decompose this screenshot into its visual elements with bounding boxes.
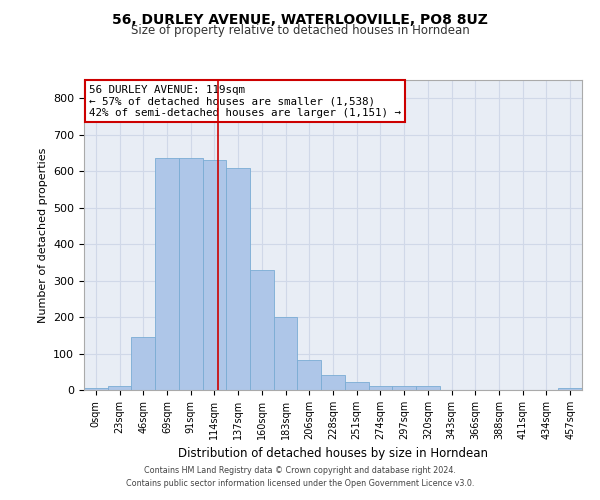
- Bar: [321, 376, 345, 390]
- Bar: [250, 270, 274, 390]
- Bar: [203, 160, 226, 390]
- Text: Contains HM Land Registry data © Crown copyright and database right 2024.
Contai: Contains HM Land Registry data © Crown c…: [126, 466, 474, 487]
- Bar: [155, 158, 179, 390]
- Bar: [558, 388, 582, 390]
- Bar: [108, 386, 131, 390]
- Bar: [416, 386, 440, 390]
- Bar: [226, 168, 250, 390]
- Text: Size of property relative to detached houses in Horndean: Size of property relative to detached ho…: [131, 24, 469, 37]
- Bar: [274, 317, 298, 390]
- Bar: [345, 382, 368, 390]
- Bar: [392, 386, 416, 390]
- Bar: [298, 360, 321, 390]
- Text: 56 DURLEY AVENUE: 119sqm
← 57% of detached houses are smaller (1,538)
42% of sem: 56 DURLEY AVENUE: 119sqm ← 57% of detach…: [89, 84, 401, 118]
- Text: 56, DURLEY AVENUE, WATERLOOVILLE, PO8 8UZ: 56, DURLEY AVENUE, WATERLOOVILLE, PO8 8U…: [112, 12, 488, 26]
- Bar: [131, 337, 155, 390]
- Bar: [368, 386, 392, 390]
- Y-axis label: Number of detached properties: Number of detached properties: [38, 148, 47, 322]
- X-axis label: Distribution of detached houses by size in Horndean: Distribution of detached houses by size …: [178, 448, 488, 460]
- Bar: [179, 158, 203, 390]
- Bar: [84, 388, 108, 390]
